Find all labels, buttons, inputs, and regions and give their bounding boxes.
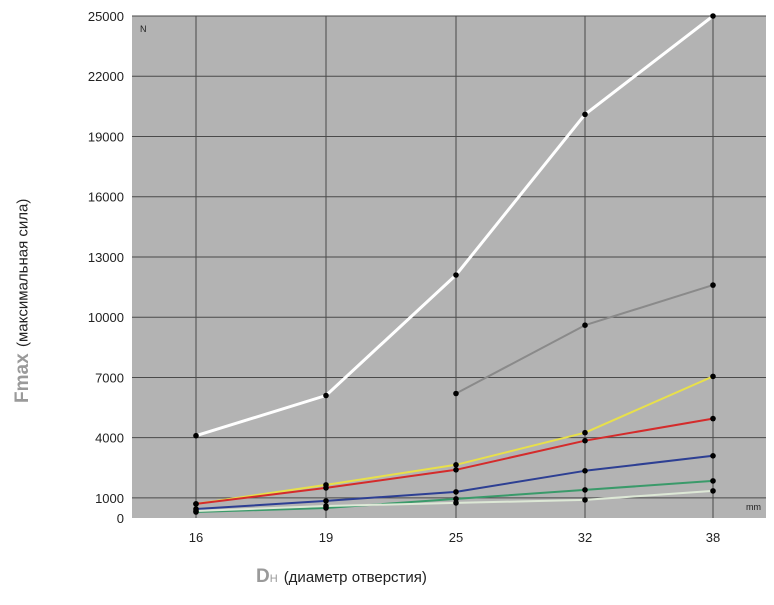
data-point-1-4 <box>582 111 588 118</box>
y-axis-title: Fmax (максимальная сила) <box>12 148 34 453</box>
x-axis-ticks: 16 19 25 32 38 <box>189 530 720 545</box>
x-axis-symbol: D <box>256 566 270 587</box>
x-tick-label: 25 <box>449 530 463 545</box>
y-tick-label: 19000 <box>88 129 124 144</box>
data-point-4-4 <box>582 437 588 444</box>
y-tick-label: 22000 <box>88 69 124 84</box>
data-point-3-4 <box>582 429 588 436</box>
x-tick-label: 32 <box>578 530 592 545</box>
y-tick-label: 16000 <box>88 190 124 205</box>
data-point-1-2 <box>323 392 329 399</box>
gridlines <box>132 15 766 518</box>
data-point-3-5 <box>710 373 716 380</box>
data-point-7-1 <box>193 508 199 514</box>
x-axis-title: DH (диаметр отверстия) <box>256 566 427 588</box>
y-tick-label: 25000 <box>88 9 124 24</box>
x-tick-label: 19 <box>319 530 333 545</box>
y-axis-label: (максимальная сила) <box>14 198 32 347</box>
plot-area <box>132 16 766 518</box>
y-axis-ticks: 2500022000190001600013000100007000400010… <box>88 9 124 526</box>
y-tick-label: 1000 <box>95 491 124 506</box>
x-unit-label: mm <box>746 502 761 512</box>
y-tick-label: 4000 <box>95 431 124 446</box>
data-point-1-1 <box>193 432 199 439</box>
data-point-7-3 <box>453 500 459 506</box>
x-axis-subscript: H <box>269 573 278 585</box>
data-point-5-2 <box>323 498 329 504</box>
data-point-6-5 <box>710 478 716 484</box>
y-tick-label: 13000 <box>88 250 124 265</box>
x-axis-label: (диаметр отверстия) <box>283 569 427 586</box>
data-point-6-3 <box>453 496 459 502</box>
y-tick-label: 7000 <box>95 370 124 385</box>
data-point-7-2 <box>323 503 329 509</box>
data-points <box>193 13 716 515</box>
data-point-1-3 <box>453 272 459 278</box>
data-point-5-3 <box>453 489 459 495</box>
data-point-7-4 <box>582 497 588 503</box>
y-tick-label: 0 <box>117 511 124 526</box>
data-point-5-5 <box>710 453 716 459</box>
data-point-2-2 <box>582 322 588 329</box>
data-point-1-5 <box>710 13 716 19</box>
x-tick-label: 16 <box>189 530 203 545</box>
y-tick-label: 10000 <box>88 310 124 325</box>
y-axis-symbol: Fmax <box>12 352 33 403</box>
data-point-4-2 <box>323 485 329 491</box>
y-unit-label: N <box>140 24 147 34</box>
data-point-5-4 <box>582 468 588 474</box>
data-point-4-1 <box>193 501 199 507</box>
data-point-3-3 <box>453 462 459 468</box>
data-point-2-3 <box>710 282 716 288</box>
data-point-4-5 <box>710 415 716 422</box>
x-tick-label: 38 <box>706 530 720 545</box>
data-point-4-3 <box>453 467 459 473</box>
data-point-2-1 <box>453 390 459 397</box>
data-point-6-4 <box>582 487 588 493</box>
data-point-7-5 <box>710 488 716 494</box>
